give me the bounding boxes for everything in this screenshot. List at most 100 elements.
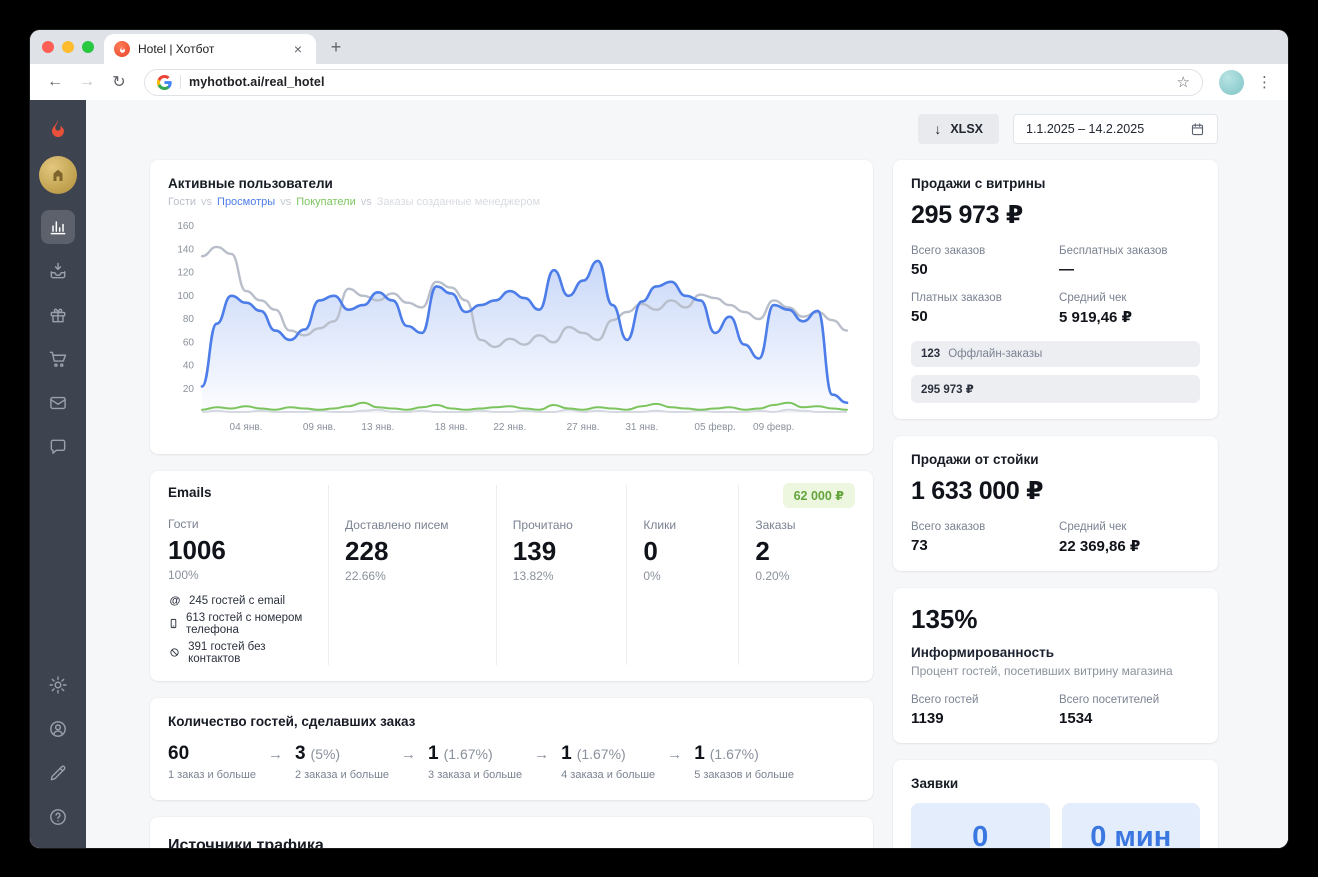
browser-menu-icon[interactable]: ⋮ xyxy=(1257,74,1273,91)
funnel-step: 3 (5%) 2 заказа и больше xyxy=(295,743,389,782)
funnel-value: 1 xyxy=(428,742,439,764)
funnel-label: 3 заказа и больше xyxy=(428,768,523,781)
browser-profile-avatar[interactable] xyxy=(1219,69,1244,95)
stat-block: Всего заказов 73 xyxy=(911,521,986,554)
stat-block: Всего посетителей 1534 xyxy=(1059,694,1160,727)
svg-text:27 янв.: 27 янв. xyxy=(567,422,600,433)
emails-revenue-badge: 62 000 ₽ xyxy=(782,483,855,508)
contacts-phone-row: 613 гостей с номером телефона xyxy=(168,612,312,636)
stat-block: Средний чек 5 919,46 ₽ xyxy=(1059,292,1133,326)
app-root: ↓ XLSX 1.1.2025 – 14.2.2025 Активные пол… xyxy=(30,100,1288,848)
contacts-breakdown: @ 245 гостей с email 613 гостей с номеро… xyxy=(168,595,312,665)
stat-value: 0 xyxy=(643,536,658,566)
reload-icon[interactable]: ↻ xyxy=(112,74,126,91)
new-tab-button[interactable]: + xyxy=(330,36,342,57)
emails-title: Emails xyxy=(168,485,212,500)
sidebar-item-settings[interactable] xyxy=(41,668,75,702)
contacts-email-text: 245 гостей с email xyxy=(189,594,286,607)
arrow-right-icon: → xyxy=(534,745,550,763)
sidebar-item-loyalty[interactable] xyxy=(41,298,75,332)
cart-icon xyxy=(49,351,67,367)
pencil-icon xyxy=(50,765,66,781)
traffic-title: Источники трафика xyxy=(168,836,324,848)
sidebar-item-chats[interactable] xyxy=(41,430,75,464)
top-controls: ↓ XLSX 1.1.2025 – 14.2.2025 xyxy=(150,114,1218,144)
showcase-sales-card: Продажи с витрины 295 973 ₽ Всего заказо… xyxy=(893,160,1218,419)
svg-text:140: 140 xyxy=(177,244,194,255)
sidebar-item-mailings[interactable] xyxy=(41,386,75,420)
gift-icon xyxy=(50,308,66,323)
arrow-right-icon: → xyxy=(401,745,417,763)
active-users-card: Активные пользователи Гости vs Просмотры… xyxy=(150,160,873,454)
tab-strip: Hotel | Хотбот × + xyxy=(30,30,1288,64)
sidebar-item-profile[interactable] xyxy=(41,712,75,746)
download-arrow-icon: ↓ xyxy=(934,121,942,137)
window-zoom-button[interactable] xyxy=(82,41,94,53)
arrow-right-icon: → xyxy=(667,745,683,763)
main-column: Активные пользователи Гости vs Просмотры… xyxy=(150,160,873,848)
svg-text:120: 120 xyxy=(177,268,194,279)
sidebar-item-help[interactable] xyxy=(41,800,75,834)
no-contact-icon xyxy=(168,647,181,658)
bookmark-star-icon[interactable]: ☆ xyxy=(1176,74,1190,91)
stat-block: Всего гостей 1139 xyxy=(911,694,979,727)
desk-sales-title: Продажи от стойки xyxy=(911,452,1039,467)
stat-label: Заказы xyxy=(755,518,796,532)
svg-text:09 февр.: 09 февр. xyxy=(753,421,794,433)
funnel-row: 60 1 заказ и больше → 3 (5%) 2 заказа и б… xyxy=(168,743,855,782)
emails-col-clicks: Клики 0 0% xyxy=(626,485,738,665)
funnel-value: 3 xyxy=(294,742,306,764)
requests-title: Заявки xyxy=(911,776,959,791)
sidebar-item-inbox[interactable] xyxy=(41,254,75,288)
url-separator xyxy=(180,75,181,89)
forward-icon[interactable]: → xyxy=(79,73,95,90)
export-xlsx-button[interactable]: ↓ XLSX xyxy=(918,114,999,144)
funnel-step: 1 (1.67%) 3 заказа и больше xyxy=(428,743,522,782)
offline-orders-total-bar: 295 973 ₽ xyxy=(911,375,1200,403)
tab-close-icon[interactable]: × xyxy=(293,41,302,57)
url-text[interactable]: myhotbot.ai/real_hotel xyxy=(189,75,325,89)
export-label: XLSX xyxy=(950,122,983,136)
stat-percent: 13.82% xyxy=(512,568,554,583)
svg-text:13 янв.: 13 янв. xyxy=(361,422,394,433)
stat-percent: 22.66% xyxy=(345,568,386,583)
calendar-icon xyxy=(1191,122,1204,135)
hotel-account-avatar[interactable] xyxy=(39,156,77,194)
tab-title: Hotel | Хотбот xyxy=(138,42,215,56)
stat-block: Всего заказов 50 xyxy=(911,245,986,278)
offline-orders: 123 Оффлайн-заказы 295 973 ₽ xyxy=(911,341,1200,403)
sidebar-item-analytics[interactable] xyxy=(41,210,75,244)
phone-icon xyxy=(168,618,179,629)
svg-text:22 янв.: 22 янв. xyxy=(493,422,526,433)
window-close-button[interactable] xyxy=(42,41,54,53)
funnel-label: 2 заказа и больше xyxy=(294,768,390,781)
stat-value: 139 xyxy=(512,536,557,566)
traffic-sources-card: Источники трафика Источник Тип Кампания … xyxy=(150,816,873,848)
browser-tab[interactable]: Hotel | Хотбот × xyxy=(104,34,316,64)
svg-text:40: 40 xyxy=(183,361,195,372)
funnel-label: 4 заказа и больше xyxy=(561,768,656,781)
funnel-percent: (1.67%) xyxy=(576,745,626,762)
funnel-value: 1 xyxy=(694,742,705,764)
active-users-chart: 20 40 60 80 100 120 140 160 04 янв. 09 янв. 13 янв… xyxy=(177,221,849,433)
sidebar-item-orders[interactable] xyxy=(41,342,75,376)
svg-text:18 янв.: 18 янв. xyxy=(435,422,468,433)
window-controls xyxy=(42,41,94,53)
url-input[interactable]: myhotbot.ai/real_hotel ☆ xyxy=(144,68,1203,96)
sidebar-item-edit[interactable] xyxy=(41,756,75,790)
hotbot-flame-icon xyxy=(41,112,75,146)
legend-separator: vs xyxy=(360,196,372,208)
svg-text:31 янв.: 31 янв. xyxy=(625,422,658,433)
active-users-title: Активные пользователи xyxy=(168,176,333,191)
legend-separator: vs xyxy=(280,196,292,208)
back-icon[interactable]: ← xyxy=(47,73,63,90)
chart-legend: Гости vs Просмотры vs Покупатели vs Зака… xyxy=(168,196,855,208)
contacts-none-row: 391 гостей без контактов xyxy=(168,641,312,665)
svg-text:60: 60 xyxy=(183,337,195,348)
date-range-picker[interactable]: 1.1.2025 – 14.2.2025 xyxy=(1013,114,1218,144)
mail-icon xyxy=(50,396,66,410)
stat-percent: 100% xyxy=(168,567,199,582)
window-minimize-button[interactable] xyxy=(62,41,74,53)
funnel-label: 1 заказ и больше xyxy=(168,768,256,781)
emails-col-read: Прочитано 139 13.82% xyxy=(495,485,627,665)
